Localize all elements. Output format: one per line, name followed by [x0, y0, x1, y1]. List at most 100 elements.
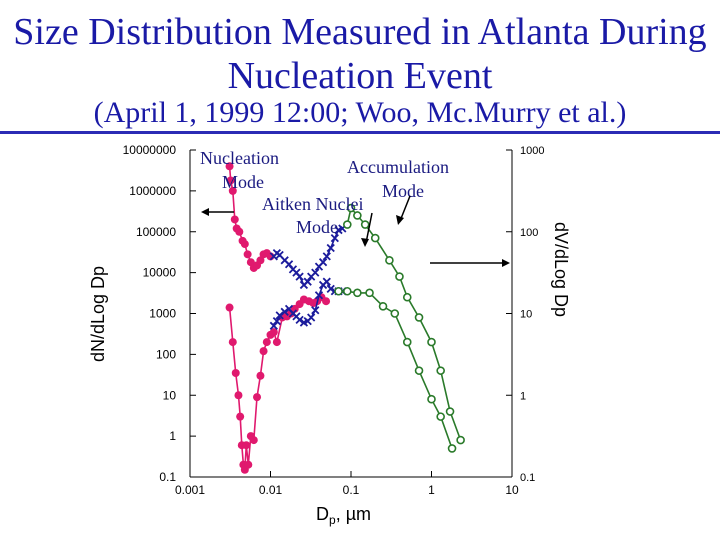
chart-title-line2: Nucleation Event — [227, 55, 493, 97]
data-point — [326, 284, 335, 294]
axis-ticks — [189, 149, 513, 478]
data-point — [402, 292, 412, 302]
x-axis-label: Dp, µm — [316, 504, 371, 527]
y-right-tick-label: 1 — [520, 390, 526, 402]
arrowhead-accumulation-icon — [396, 215, 404, 225]
x-tick-label: 0.1 — [343, 483, 360, 497]
data-point — [445, 407, 455, 416]
data-point — [378, 302, 388, 311]
data-point — [225, 162, 234, 171]
data-point — [228, 186, 237, 195]
annotation-arrow-aitken — [365, 212, 373, 244]
data-point — [353, 288, 362, 298]
y-right-tick-label: 1000 — [520, 145, 544, 157]
data-point — [314, 291, 324, 300]
data-point — [230, 215, 239, 224]
data-point — [240, 240, 249, 249]
data-point — [318, 258, 328, 267]
y-left-tick-label: 10 — [163, 388, 177, 402]
y-left-tick-label: 0.1 — [159, 470, 176, 484]
data-point — [303, 277, 312, 286]
series-3 — [269, 224, 347, 290]
y-left-tick-label: 1000000 — [129, 184, 176, 198]
data-point — [295, 272, 304, 281]
y-left-tick-label: 100000 — [136, 225, 176, 239]
arrowhead-left-icon — [201, 208, 209, 216]
data-point — [436, 412, 445, 421]
annotation-arrow-accumulation — [399, 195, 411, 222]
data-point — [385, 256, 394, 265]
data-point — [427, 394, 436, 404]
data-point — [427, 337, 436, 347]
y-left-tick-label: 10000000 — [123, 143, 177, 157]
y-left-tick-label: 1 — [169, 429, 176, 443]
data-point — [275, 311, 284, 320]
arrowhead-right-icon — [502, 259, 510, 267]
annotation-nucleation: Nucleation Mode — [200, 148, 279, 192]
data-point — [390, 309, 400, 318]
data-point — [280, 307, 289, 316]
y-right-tick-label: 0.1 — [520, 472, 535, 484]
annotation-aitken-line1: Aitken Nuclei — [262, 194, 363, 214]
annotation-accumulation-line2: Mode — [382, 181, 424, 201]
data-point — [353, 211, 362, 220]
annotation-aitken: Aitken Nuclei Mode — [262, 194, 363, 237]
annotation-nucleation-line2: Mode — [222, 172, 264, 192]
arrowhead-aitken-icon — [361, 238, 369, 247]
annotation-accumulation: Accumulation Mode — [347, 157, 449, 201]
data-point — [326, 243, 335, 253]
data-point — [269, 321, 278, 330]
x-tick-label: 10 — [505, 483, 519, 497]
annotation-nucleation-line1: Nucleation — [200, 148, 279, 168]
data-point — [272, 338, 281, 347]
x-tick-label: 0.01 — [259, 483, 283, 497]
y-axis-right-label: dV/dLog Dp — [551, 222, 571, 317]
series-1 — [225, 162, 275, 272]
data-point — [244, 460, 253, 469]
data-point — [447, 444, 457, 453]
data-point — [456, 435, 465, 445]
data-point — [262, 338, 271, 347]
series-2 — [225, 293, 331, 474]
data-point — [414, 366, 424, 375]
data-point — [311, 268, 320, 277]
y-right-tick-label: 10 — [520, 309, 532, 321]
y-right-tick-label: 100 — [520, 227, 538, 239]
chart-title-line1: Size Distribution Measured in Atlanta Du… — [13, 11, 707, 53]
data-point — [249, 436, 258, 445]
data-point — [360, 220, 370, 229]
data-point — [243, 250, 252, 259]
data-point — [235, 227, 244, 236]
data-point — [259, 347, 268, 356]
y-left-tick-label: 10000 — [143, 266, 177, 280]
annotation-accumulation-line1: Accumulation — [347, 157, 449, 177]
data-point — [236, 412, 245, 421]
x-axis-label-main: D — [316, 504, 329, 524]
x-tick-label: 1 — [428, 483, 435, 497]
data-point — [436, 366, 445, 375]
data-point — [234, 391, 243, 400]
data-point — [343, 220, 352, 229]
y-axis-left-label: dN/dLog Dp — [88, 266, 108, 362]
data-point — [253, 393, 262, 402]
data-point — [414, 313, 424, 322]
y-left-tick-label: 1000 — [149, 307, 176, 321]
data-point — [322, 297, 331, 306]
data-point — [322, 277, 331, 286]
data-point — [395, 272, 404, 281]
x-axis-label-sub: p — [329, 513, 336, 527]
tick-labels: 0.1 1 10 100 1000 10000 100000 1000000 10000000 0… — [123, 143, 545, 497]
data-point — [228, 338, 237, 347]
data-point — [311, 306, 320, 315]
data-point — [269, 328, 278, 337]
data-point — [346, 203, 356, 213]
title-rule — [0, 131, 720, 134]
y-left-tick-label: 100 — [156, 347, 176, 361]
series-layer — [225, 162, 465, 474]
data-point — [231, 369, 240, 378]
data-point — [226, 176, 235, 185]
data-point — [225, 303, 234, 312]
data-point — [307, 313, 316, 322]
data-point — [370, 233, 380, 243]
